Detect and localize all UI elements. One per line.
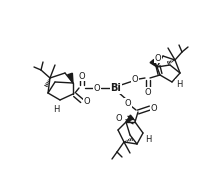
Text: O: O [155, 53, 161, 62]
Text: O: O [84, 96, 90, 105]
Polygon shape [150, 59, 157, 67]
Text: O: O [79, 71, 85, 80]
Text: H: H [176, 79, 182, 88]
Text: O: O [125, 99, 131, 108]
Text: O: O [145, 88, 151, 96]
Text: O: O [94, 84, 100, 93]
Text: H: H [145, 134, 151, 143]
Text: O: O [116, 114, 122, 122]
Text: Bi: Bi [111, 83, 121, 93]
Polygon shape [126, 115, 134, 122]
Text: O: O [132, 74, 138, 84]
Text: O: O [151, 103, 157, 113]
Polygon shape [68, 73, 73, 83]
Text: H: H [53, 105, 59, 114]
